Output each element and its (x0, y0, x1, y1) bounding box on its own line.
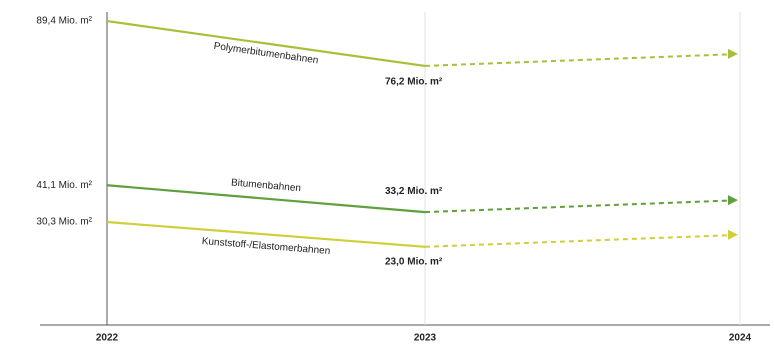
value-label: 76,2 Mio. m² (385, 77, 443, 88)
series-line (106, 184, 426, 214)
value-label: 33,2 Mio. m² (385, 186, 443, 197)
series-line (106, 220, 426, 248)
series-name: Kunststoff-/Elastomerbahnen (201, 236, 330, 257)
value-label: 23,0 Mio. m² (385, 256, 443, 267)
value-label: 89,4 Mio. m² (36, 16, 92, 27)
arrow-head (728, 195, 738, 206)
series-line (106, 19, 426, 68)
arrow-head (728, 229, 738, 240)
value-label: 30,3 Mio. m² (36, 217, 92, 228)
series-name: Bitumenbahnen (231, 177, 302, 194)
series-name: Polymerbitumenbahnen (213, 41, 319, 67)
trend-arrow (424, 234, 731, 248)
x-tick-label: 2022 (96, 333, 119, 344)
value-label: 41,1 Mio. m² (36, 180, 92, 191)
arrow-head (728, 48, 738, 59)
trend-arrow (424, 199, 731, 214)
x-tick-label: 2023 (414, 333, 437, 344)
x-tick-label: 2024 (729, 333, 752, 344)
trend-arrow (424, 53, 731, 67)
